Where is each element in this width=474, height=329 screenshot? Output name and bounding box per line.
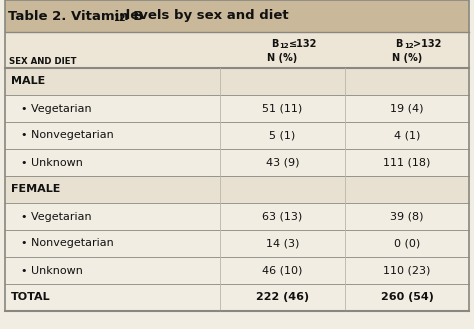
- Text: • Nonvegetarian: • Nonvegetarian: [21, 131, 114, 140]
- Text: • Unknown: • Unknown: [21, 158, 83, 167]
- Text: 4 (1): 4 (1): [394, 131, 420, 140]
- Bar: [5, 176, 469, 203]
- Text: 43 (9): 43 (9): [266, 158, 299, 167]
- Text: 5 (1): 5 (1): [269, 131, 296, 140]
- Text: 51 (11): 51 (11): [263, 104, 302, 114]
- Text: Table 2. Vitamin B: Table 2. Vitamin B: [8, 10, 143, 22]
- Bar: [5, 95, 469, 122]
- Text: FEMALE: FEMALE: [11, 185, 60, 194]
- Bar: [5, 68, 469, 95]
- Text: N (%): N (%): [267, 53, 298, 63]
- Text: 12: 12: [113, 14, 126, 23]
- Text: SEX AND DIET: SEX AND DIET: [9, 57, 76, 65]
- Text: 12: 12: [280, 43, 289, 49]
- Text: B: B: [271, 38, 279, 48]
- Bar: [5, 149, 469, 176]
- Text: • Vegetarian: • Vegetarian: [21, 104, 91, 114]
- Text: N (%): N (%): [392, 53, 422, 63]
- Text: MALE: MALE: [11, 77, 45, 87]
- Text: 111 (18): 111 (18): [383, 158, 431, 167]
- Bar: [5, 203, 469, 230]
- Text: 0 (0): 0 (0): [394, 239, 420, 248]
- Text: ≤132: ≤132: [289, 38, 317, 48]
- Text: 222 (46): 222 (46): [256, 292, 309, 302]
- Text: TOTAL: TOTAL: [11, 292, 51, 302]
- Text: 19 (4): 19 (4): [390, 104, 424, 114]
- Text: >132: >132: [413, 38, 441, 48]
- Bar: [5, 284, 469, 311]
- Bar: [5, 257, 469, 284]
- Text: • Unknown: • Unknown: [21, 266, 83, 275]
- Bar: [5, 122, 469, 149]
- Text: 63 (13): 63 (13): [263, 212, 302, 221]
- Text: • Vegetarian: • Vegetarian: [21, 212, 91, 221]
- Text: 12: 12: [404, 43, 414, 49]
- Text: B: B: [396, 38, 403, 48]
- Text: 260 (54): 260 (54): [381, 292, 433, 302]
- Text: levels by sex and diet: levels by sex and diet: [121, 10, 289, 22]
- Text: • Nonvegetarian: • Nonvegetarian: [21, 239, 114, 248]
- Text: 110 (23): 110 (23): [383, 266, 431, 275]
- Bar: [5, 0, 469, 32]
- Text: 46 (10): 46 (10): [262, 266, 303, 275]
- Bar: [5, 230, 469, 257]
- Text: 14 (3): 14 (3): [266, 239, 299, 248]
- Bar: [5, 32, 469, 68]
- Text: 39 (8): 39 (8): [390, 212, 424, 221]
